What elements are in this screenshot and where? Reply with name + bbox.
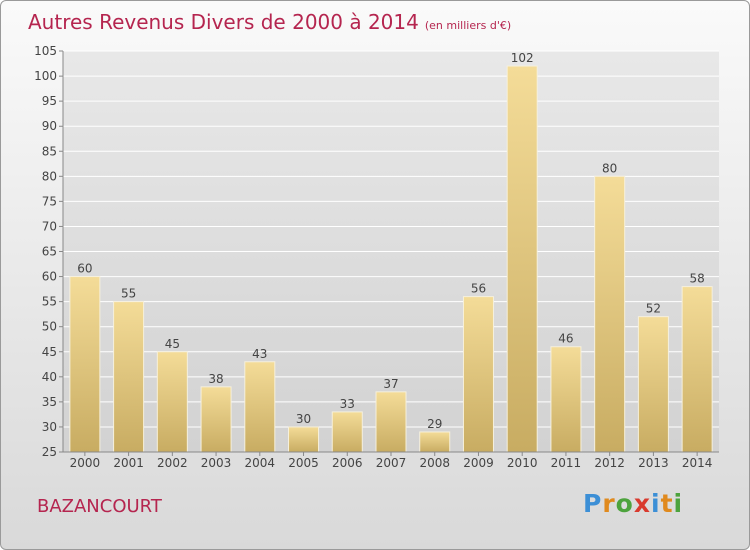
x-tick-label: 2005: [288, 456, 319, 470]
logo-letter: r: [602, 489, 616, 518]
y-axis: 25 30 35 40 45 50 55 60 65 70 75 80 85 90 95 100 105: [34, 44, 64, 459]
y-tick-label: 50: [42, 320, 57, 334]
data-label: 56: [471, 282, 486, 296]
bar-2002: [156, 351, 188, 453]
x-tick-label: 2012: [594, 456, 625, 470]
y-tick-label: 75: [42, 194, 57, 208]
bar-2014: [681, 286, 713, 453]
logo-letter: P: [583, 489, 603, 518]
x-tick-label: 2008: [419, 456, 450, 470]
y-tick-label: 80: [42, 169, 57, 183]
x-tick-label: 2013: [638, 456, 669, 470]
location-label: BAZANCOURT: [37, 496, 162, 517]
y-tick-label: 55: [42, 295, 57, 309]
data-label: 43: [252, 347, 267, 361]
bar-2003: [200, 386, 232, 453]
bar-2006: [331, 411, 363, 453]
y-tick-label: 40: [42, 370, 57, 384]
data-label: 58: [689, 272, 704, 286]
bar-2001: [113, 301, 145, 453]
bar-2009: [462, 296, 494, 453]
y-tick-label: 65: [42, 245, 57, 259]
data-label: 30: [296, 412, 311, 426]
title-unit: (en milliers d'€): [424, 19, 512, 32]
y-tick-label: 95: [42, 94, 57, 108]
x-tick-label: 2006: [332, 456, 363, 470]
x-tick-label: 2010: [507, 456, 538, 470]
y-tick-label: 25: [42, 445, 57, 459]
bar-2010: [506, 65, 538, 453]
proxiti-logo[interactable]: Proxiti: [583, 489, 683, 518]
y-tick-label: 90: [42, 119, 57, 133]
y-tick-label: 70: [42, 219, 57, 233]
x-tick-label: 2007: [376, 456, 407, 470]
x-tick-label: 2003: [201, 456, 232, 470]
y-tick-label: 45: [42, 345, 57, 359]
bar-2013: [637, 316, 669, 453]
data-label: 80: [602, 161, 617, 175]
data-label: 46: [558, 332, 573, 346]
chart-title: Autres Revenus Divers de 2000 à 2014 (en …: [28, 10, 511, 34]
y-tick-label: 85: [42, 144, 57, 158]
data-label: 38: [208, 372, 223, 386]
bar-2007: [375, 391, 407, 453]
x-axis: 2000 2001 2002 2003 2004 2005 2006 2007 2008 2009…: [63, 451, 719, 470]
data-label: 55: [121, 287, 136, 301]
data-label: 60: [77, 262, 92, 276]
x-tick-label: 2004: [245, 456, 276, 470]
bar-2011: [550, 346, 582, 453]
logo-letter: t: [660, 489, 674, 518]
x-tick-label: 2002: [157, 456, 188, 470]
x-tick-label: 2011: [551, 456, 582, 470]
data-label: 37: [383, 377, 398, 391]
y-tick-label: 35: [42, 395, 57, 409]
y-tick-label: 100: [34, 69, 57, 83]
data-label: 102: [511, 51, 534, 65]
y-tick-label: 60: [42, 270, 57, 284]
y-tick-label: 30: [42, 420, 57, 434]
data-label: 29: [427, 417, 442, 431]
y-tick-label: 105: [34, 44, 57, 58]
bar-2012: [594, 175, 626, 453]
logo-letter: i: [651, 489, 661, 518]
logo-letter: o: [615, 489, 634, 518]
title-main: Autres Revenus Divers de 2000 à 2014: [28, 10, 419, 34]
x-tick-label: 2009: [463, 456, 494, 470]
data-label: 52: [646, 302, 661, 316]
bar-2008: [419, 431, 451, 453]
x-tick-label: 2014: [682, 456, 713, 470]
data-label: 45: [165, 337, 180, 351]
bar-2000: [69, 276, 101, 453]
bars: 60 55 45 38 43 30 33 37 29 56 102 46 80 52 58: [69, 51, 713, 453]
logo-letter: x: [633, 489, 651, 518]
x-tick-label: 2001: [113, 456, 144, 470]
x-tick-label: 2000: [70, 456, 101, 470]
logo-letter: i: [673, 489, 684, 518]
bar-2005: [288, 426, 320, 453]
bar-2004: [244, 361, 276, 453]
data-label: 33: [340, 397, 355, 411]
